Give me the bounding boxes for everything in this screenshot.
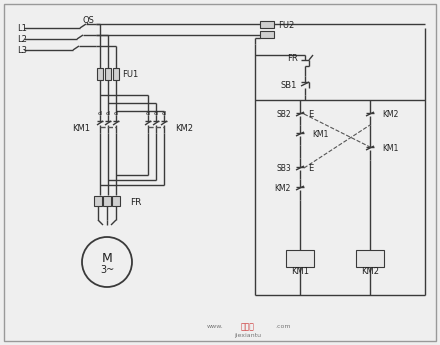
Text: d: d <box>146 110 150 116</box>
Text: KM1: KM1 <box>382 144 398 152</box>
Text: KM1: KM1 <box>291 267 309 276</box>
Text: 3~: 3~ <box>100 265 114 275</box>
Text: KM1: KM1 <box>72 124 90 132</box>
Text: FU1: FU1 <box>122 69 138 79</box>
Text: M: M <box>102 253 112 266</box>
Text: .com: .com <box>275 325 291 329</box>
Text: L1: L1 <box>17 23 27 32</box>
Text: KM2: KM2 <box>361 267 379 276</box>
Text: SB2: SB2 <box>276 109 291 118</box>
Bar <box>260 21 274 28</box>
Text: d: d <box>162 110 166 116</box>
Text: SB1: SB1 <box>281 80 297 89</box>
Text: SB3: SB3 <box>276 164 291 172</box>
Bar <box>286 250 314 267</box>
Text: 接线图: 接线图 <box>241 323 255 332</box>
Text: FR: FR <box>287 53 298 62</box>
Bar <box>113 68 119 80</box>
Bar <box>105 68 111 80</box>
Text: d: d <box>98 110 102 116</box>
Text: KM2: KM2 <box>275 184 291 193</box>
Text: FU2: FU2 <box>278 20 294 30</box>
Bar <box>97 68 103 80</box>
Bar <box>112 196 120 206</box>
Text: d: d <box>154 110 158 116</box>
Bar <box>103 196 111 206</box>
Text: KM1: KM1 <box>312 129 328 138</box>
Text: L3: L3 <box>17 46 27 55</box>
Text: www.: www. <box>207 325 224 329</box>
Text: FR: FR <box>130 197 141 207</box>
Text: QS: QS <box>82 16 94 24</box>
Text: d: d <box>114 110 118 116</box>
Bar <box>94 196 102 206</box>
Bar <box>260 31 274 38</box>
Text: d: d <box>106 110 110 116</box>
Text: KM2: KM2 <box>175 124 193 132</box>
Text: L2: L2 <box>17 34 27 43</box>
Text: E: E <box>308 164 313 172</box>
Bar <box>356 250 384 267</box>
Text: jiexiantu: jiexiantu <box>235 333 261 337</box>
Text: E: E <box>308 109 313 118</box>
Text: KM2: KM2 <box>382 109 398 118</box>
